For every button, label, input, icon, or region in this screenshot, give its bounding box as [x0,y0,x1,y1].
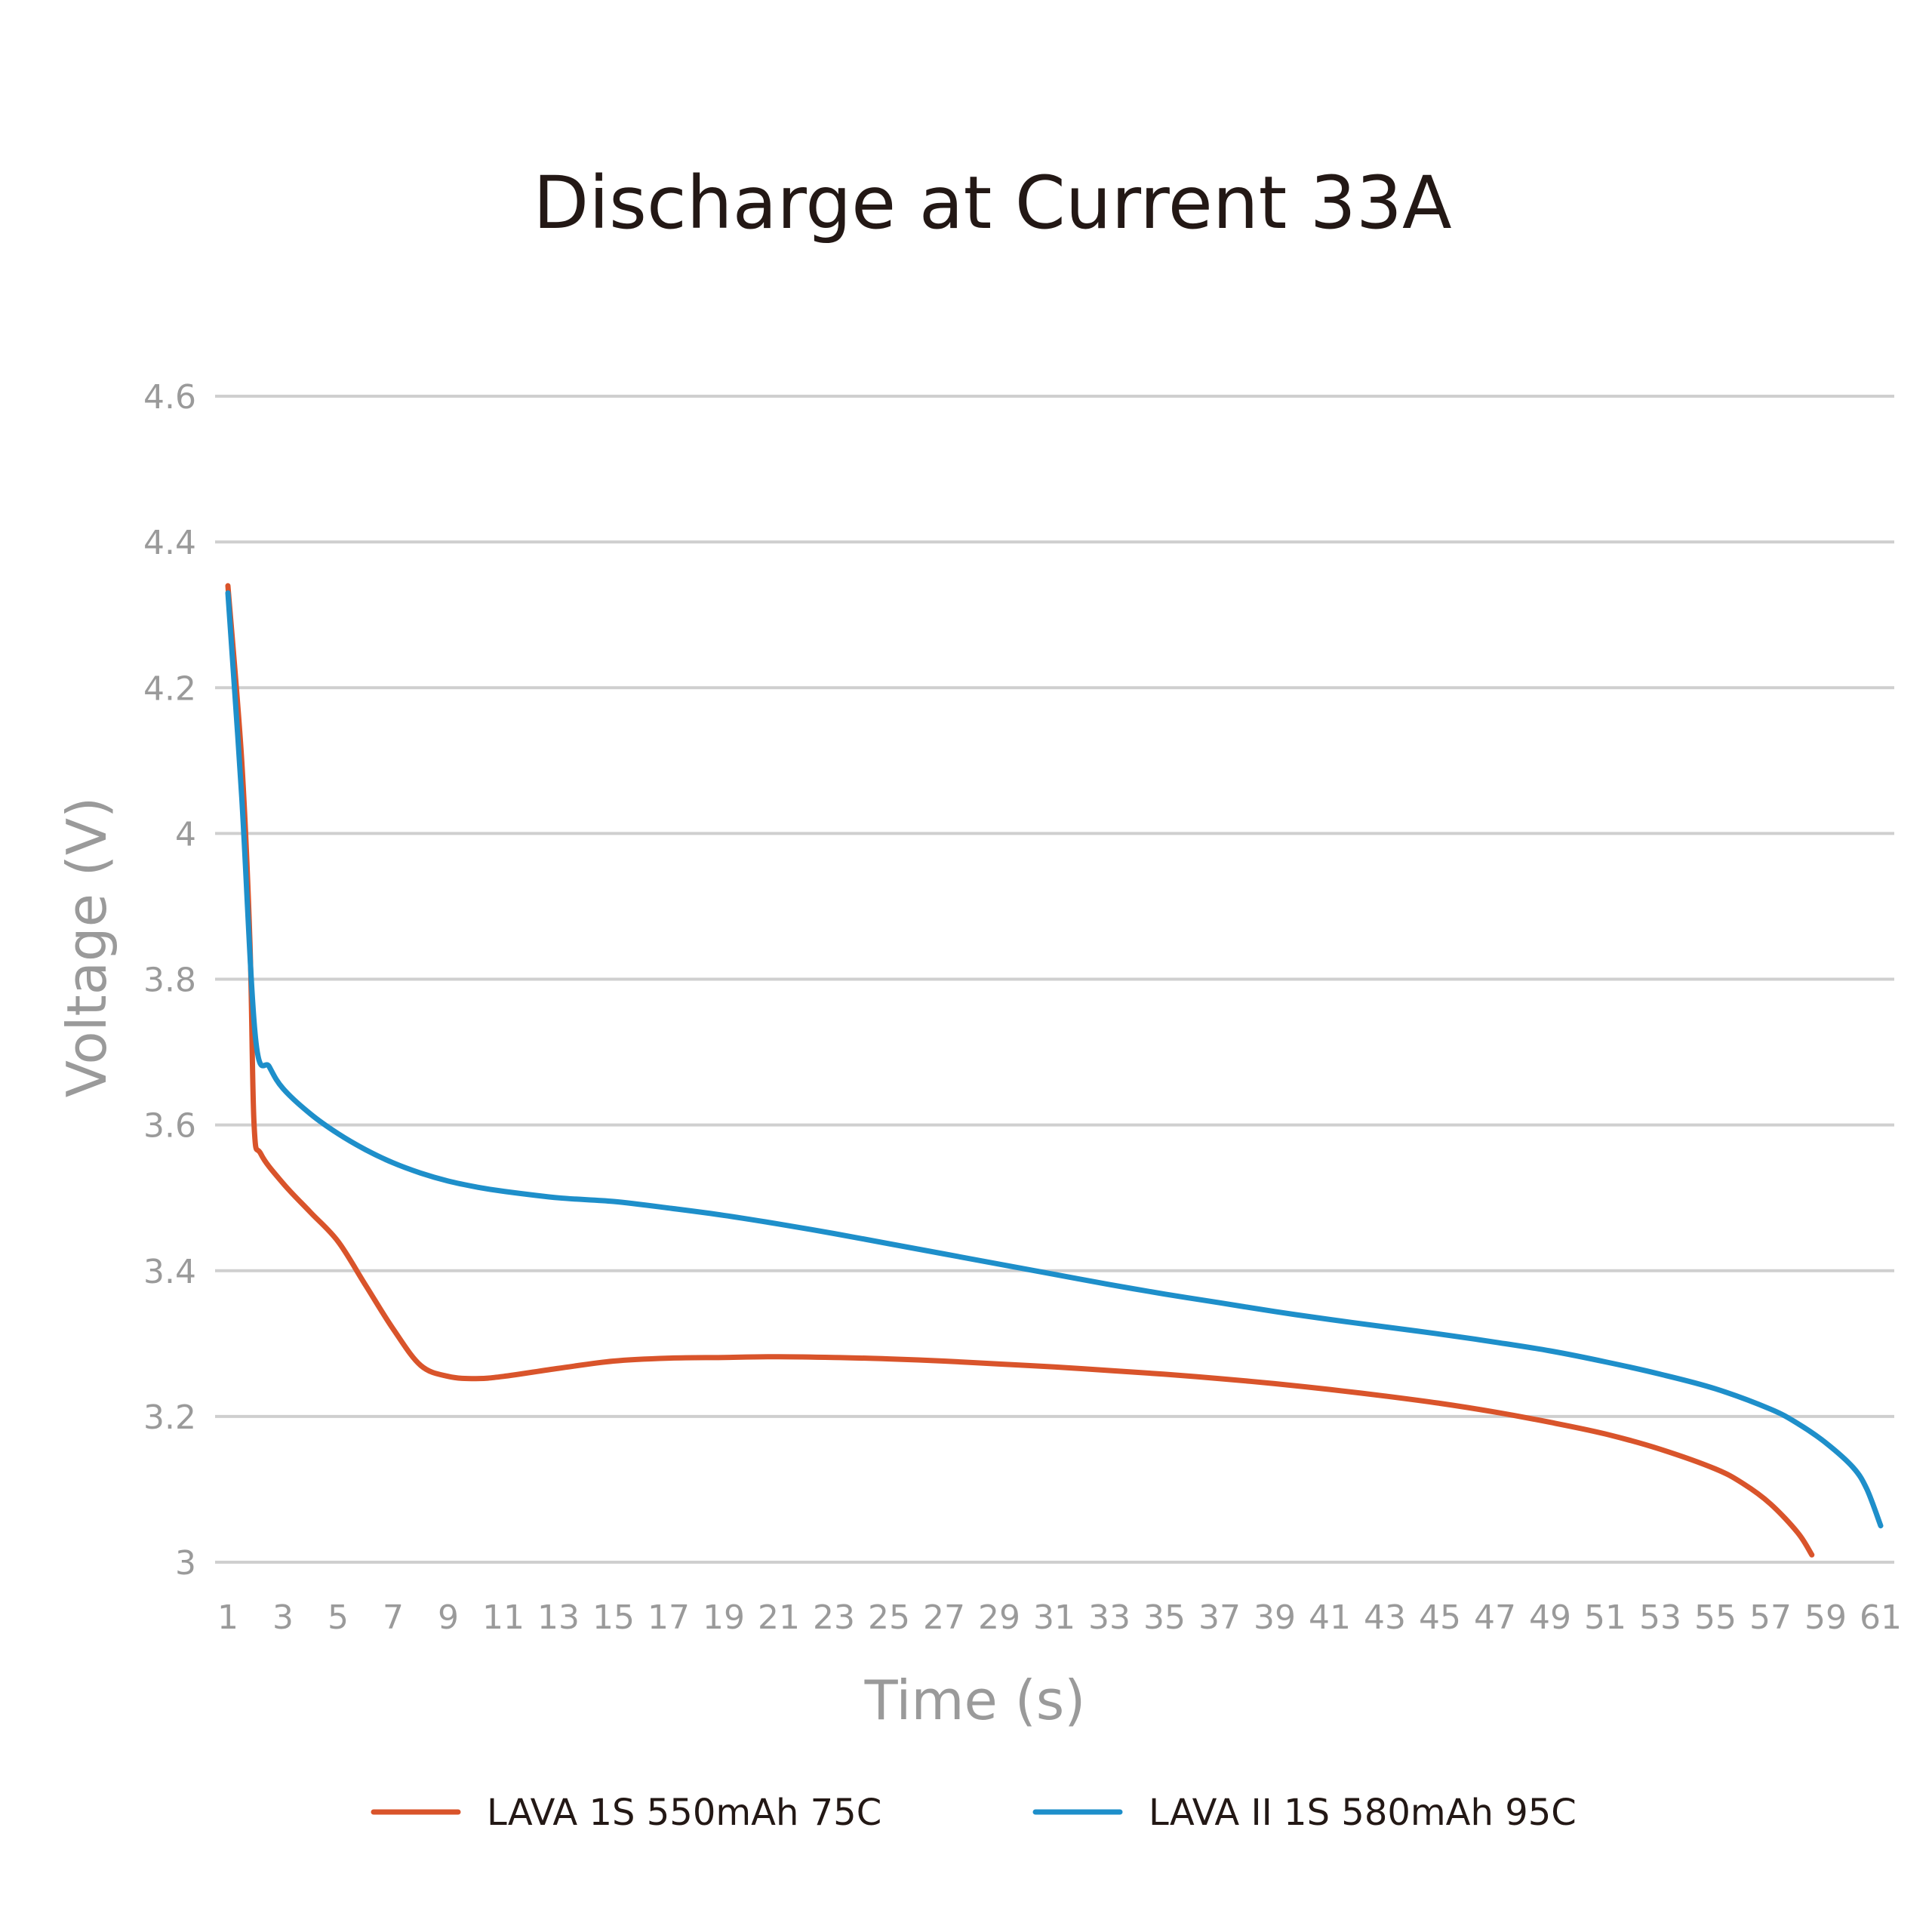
y-tick-label: 3.2 [143,1398,196,1437]
x-tick-label: 1 [217,1598,238,1637]
x-tick-label: 35 [1143,1598,1186,1637]
x-tick-label: 53 [1639,1598,1681,1637]
x-tick-label: 61 [1860,1598,1902,1637]
x-tick-label: 7 [383,1598,404,1637]
y-tick-label: 4.6 [143,378,196,417]
y-tick-label: 4.2 [143,669,196,708]
y-tick-label: 3 [175,1544,196,1583]
legend: LAVA 1S 550mAh 75C LAVA II 1S 580mAh 95C [371,1792,1577,1834]
x-tick-label: 15 [592,1598,635,1637]
x-tick-label: 33 [1088,1598,1131,1637]
x-tick-label: 3 [272,1598,294,1637]
gridlines [215,395,1894,1564]
x-tick-label: 39 [1254,1598,1296,1637]
x-tick-label: 23 [813,1598,855,1637]
x-tick-label: 19 [703,1598,745,1637]
x-tick-label: 51 [1584,1598,1626,1637]
series-line-1 [225,583,1815,1558]
y-tick-label: 4.4 [143,524,196,562]
y-tick-label: 3.6 [143,1107,196,1146]
legend-label: LAVA II 1S 580mAh 95C [1149,1792,1577,1834]
series-lines [225,583,1884,1558]
y-tick-label: 4 [175,815,196,854]
y-tick-label: 3.4 [143,1253,196,1291]
chart-title: Discharge at Current 33A [533,161,1451,245]
x-tick-label: 43 [1364,1598,1406,1637]
y-axis-title: Voltage (V) [55,797,118,1097]
series-line-2 [225,590,1884,1529]
x-tick-label: 5 [328,1598,349,1637]
x-tick-label: 9 [438,1598,459,1637]
x-tick-label: 21 [758,1598,800,1637]
x-tick-label: 37 [1198,1598,1241,1637]
x-axis-title: Time (s) [864,1669,1086,1732]
x-tick-label: 55 [1694,1598,1737,1637]
y-axis-ticks: 3 3.2 3.4 3.6 3.8 4 4.2 4.4 4.6 [143,378,196,1583]
legend-label: LAVA 1S 550mAh 75C [487,1792,881,1834]
y-tick-label: 3.8 [143,961,196,1000]
x-tick-label: 31 [1033,1598,1075,1637]
x-tick-label: 17 [648,1598,690,1637]
x-tick-label: 45 [1419,1598,1461,1637]
x-axis-ticks: 1 3 5 7 9 11 13 15 17 19 21 23 25 27 29 31 33 35 37 39 41 43 4… [217,1598,1902,1637]
x-tick-label: 13 [537,1598,580,1637]
x-tick-label: 49 [1529,1598,1571,1637]
x-tick-label: 11 [482,1598,525,1637]
x-tick-label: 29 [978,1598,1020,1637]
x-tick-label: 57 [1749,1598,1792,1637]
x-tick-label: 41 [1309,1598,1351,1637]
x-tick-label: 47 [1474,1598,1516,1637]
x-tick-label: 59 [1804,1598,1847,1637]
x-tick-label: 25 [868,1598,910,1637]
x-tick-label: 27 [923,1598,965,1637]
